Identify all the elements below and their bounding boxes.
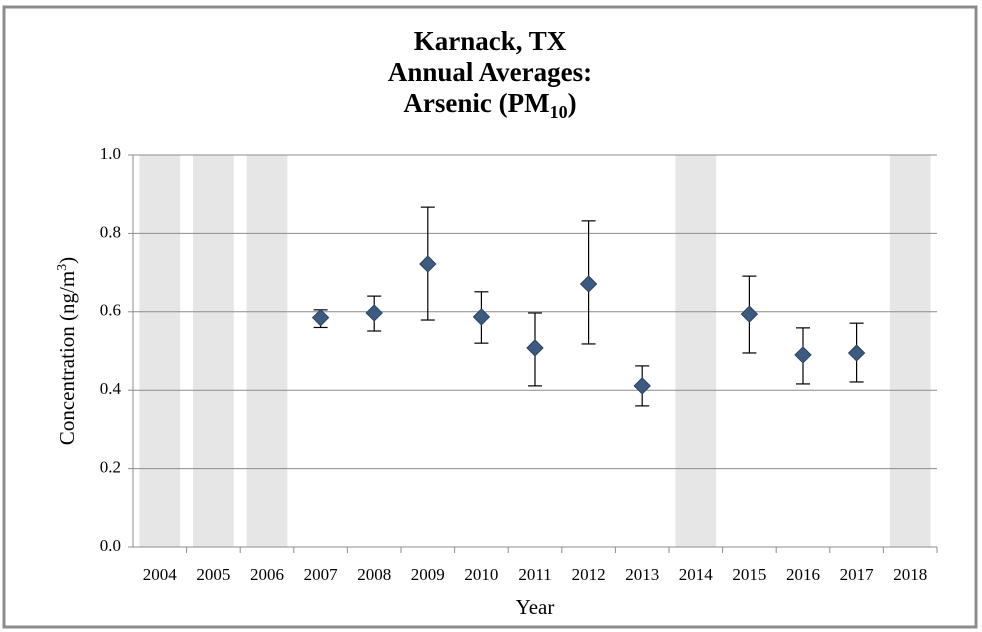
no-data-band — [193, 155, 234, 547]
title-part: Arsenic (PM — [403, 88, 549, 118]
point — [633, 377, 651, 395]
no-data-band — [889, 155, 931, 547]
point — [419, 255, 437, 273]
x-tick-label: 2004 — [143, 565, 178, 584]
y-tick-label: 0.8 — [100, 222, 121, 241]
title-part: Karnack, TX — [414, 26, 567, 56]
chart-title: Karnack, TX — [414, 26, 567, 56]
no-data-band — [675, 155, 717, 547]
x-tick-label: 2007 — [304, 565, 339, 584]
point — [794, 346, 812, 364]
point — [847, 344, 866, 362]
x-tick-label: 2012 — [572, 565, 606, 584]
x-tick-label: 2009 — [411, 565, 445, 584]
title-part: Annual Averages: — [388, 57, 592, 87]
y-title-part: 3 — [55, 264, 70, 271]
y-title-part: Concentration (ng/m — [55, 271, 79, 445]
y-axis-title: Concentration (ng/m3) — [55, 257, 79, 445]
y-tick-label: 1.0 — [100, 144, 121, 163]
title-part: ) — [568, 88, 577, 118]
y-tick-label: 0.6 — [100, 301, 121, 320]
point — [526, 339, 544, 357]
point — [365, 304, 383, 322]
x-tick-label: 2011 — [518, 565, 551, 584]
y-tick-label: 0.2 — [100, 458, 121, 477]
x-tick-label: 2013 — [625, 565, 659, 584]
x-axis-title: Year — [516, 595, 555, 619]
no-data-band — [139, 155, 181, 547]
chart-title: Annual Averages: — [388, 57, 592, 87]
y-tick-label: 0.0 — [100, 536, 121, 555]
no-data-band — [246, 155, 288, 547]
x-tick-label: 2017 — [840, 565, 875, 584]
x-tick-label: 2014 — [679, 565, 714, 584]
x-tick-label: 2015 — [732, 565, 766, 584]
point — [579, 275, 598, 293]
y-tick-label: 0.4 — [100, 379, 122, 398]
point — [740, 305, 759, 323]
x-tick-label: 2008 — [357, 565, 391, 584]
chart-title: Arsenic (PM10) — [403, 88, 576, 122]
x-tick-label: 2018 — [893, 565, 927, 584]
title-part: 10 — [550, 102, 568, 122]
x-tick-label: 2006 — [250, 565, 284, 584]
x-tick-label: 2016 — [786, 565, 820, 584]
point — [311, 308, 330, 327]
point — [472, 308, 491, 326]
x-tick-label: 2010 — [464, 565, 498, 584]
y-title-part: ) — [55, 257, 79, 264]
x-tick-label: 2005 — [196, 565, 230, 584]
